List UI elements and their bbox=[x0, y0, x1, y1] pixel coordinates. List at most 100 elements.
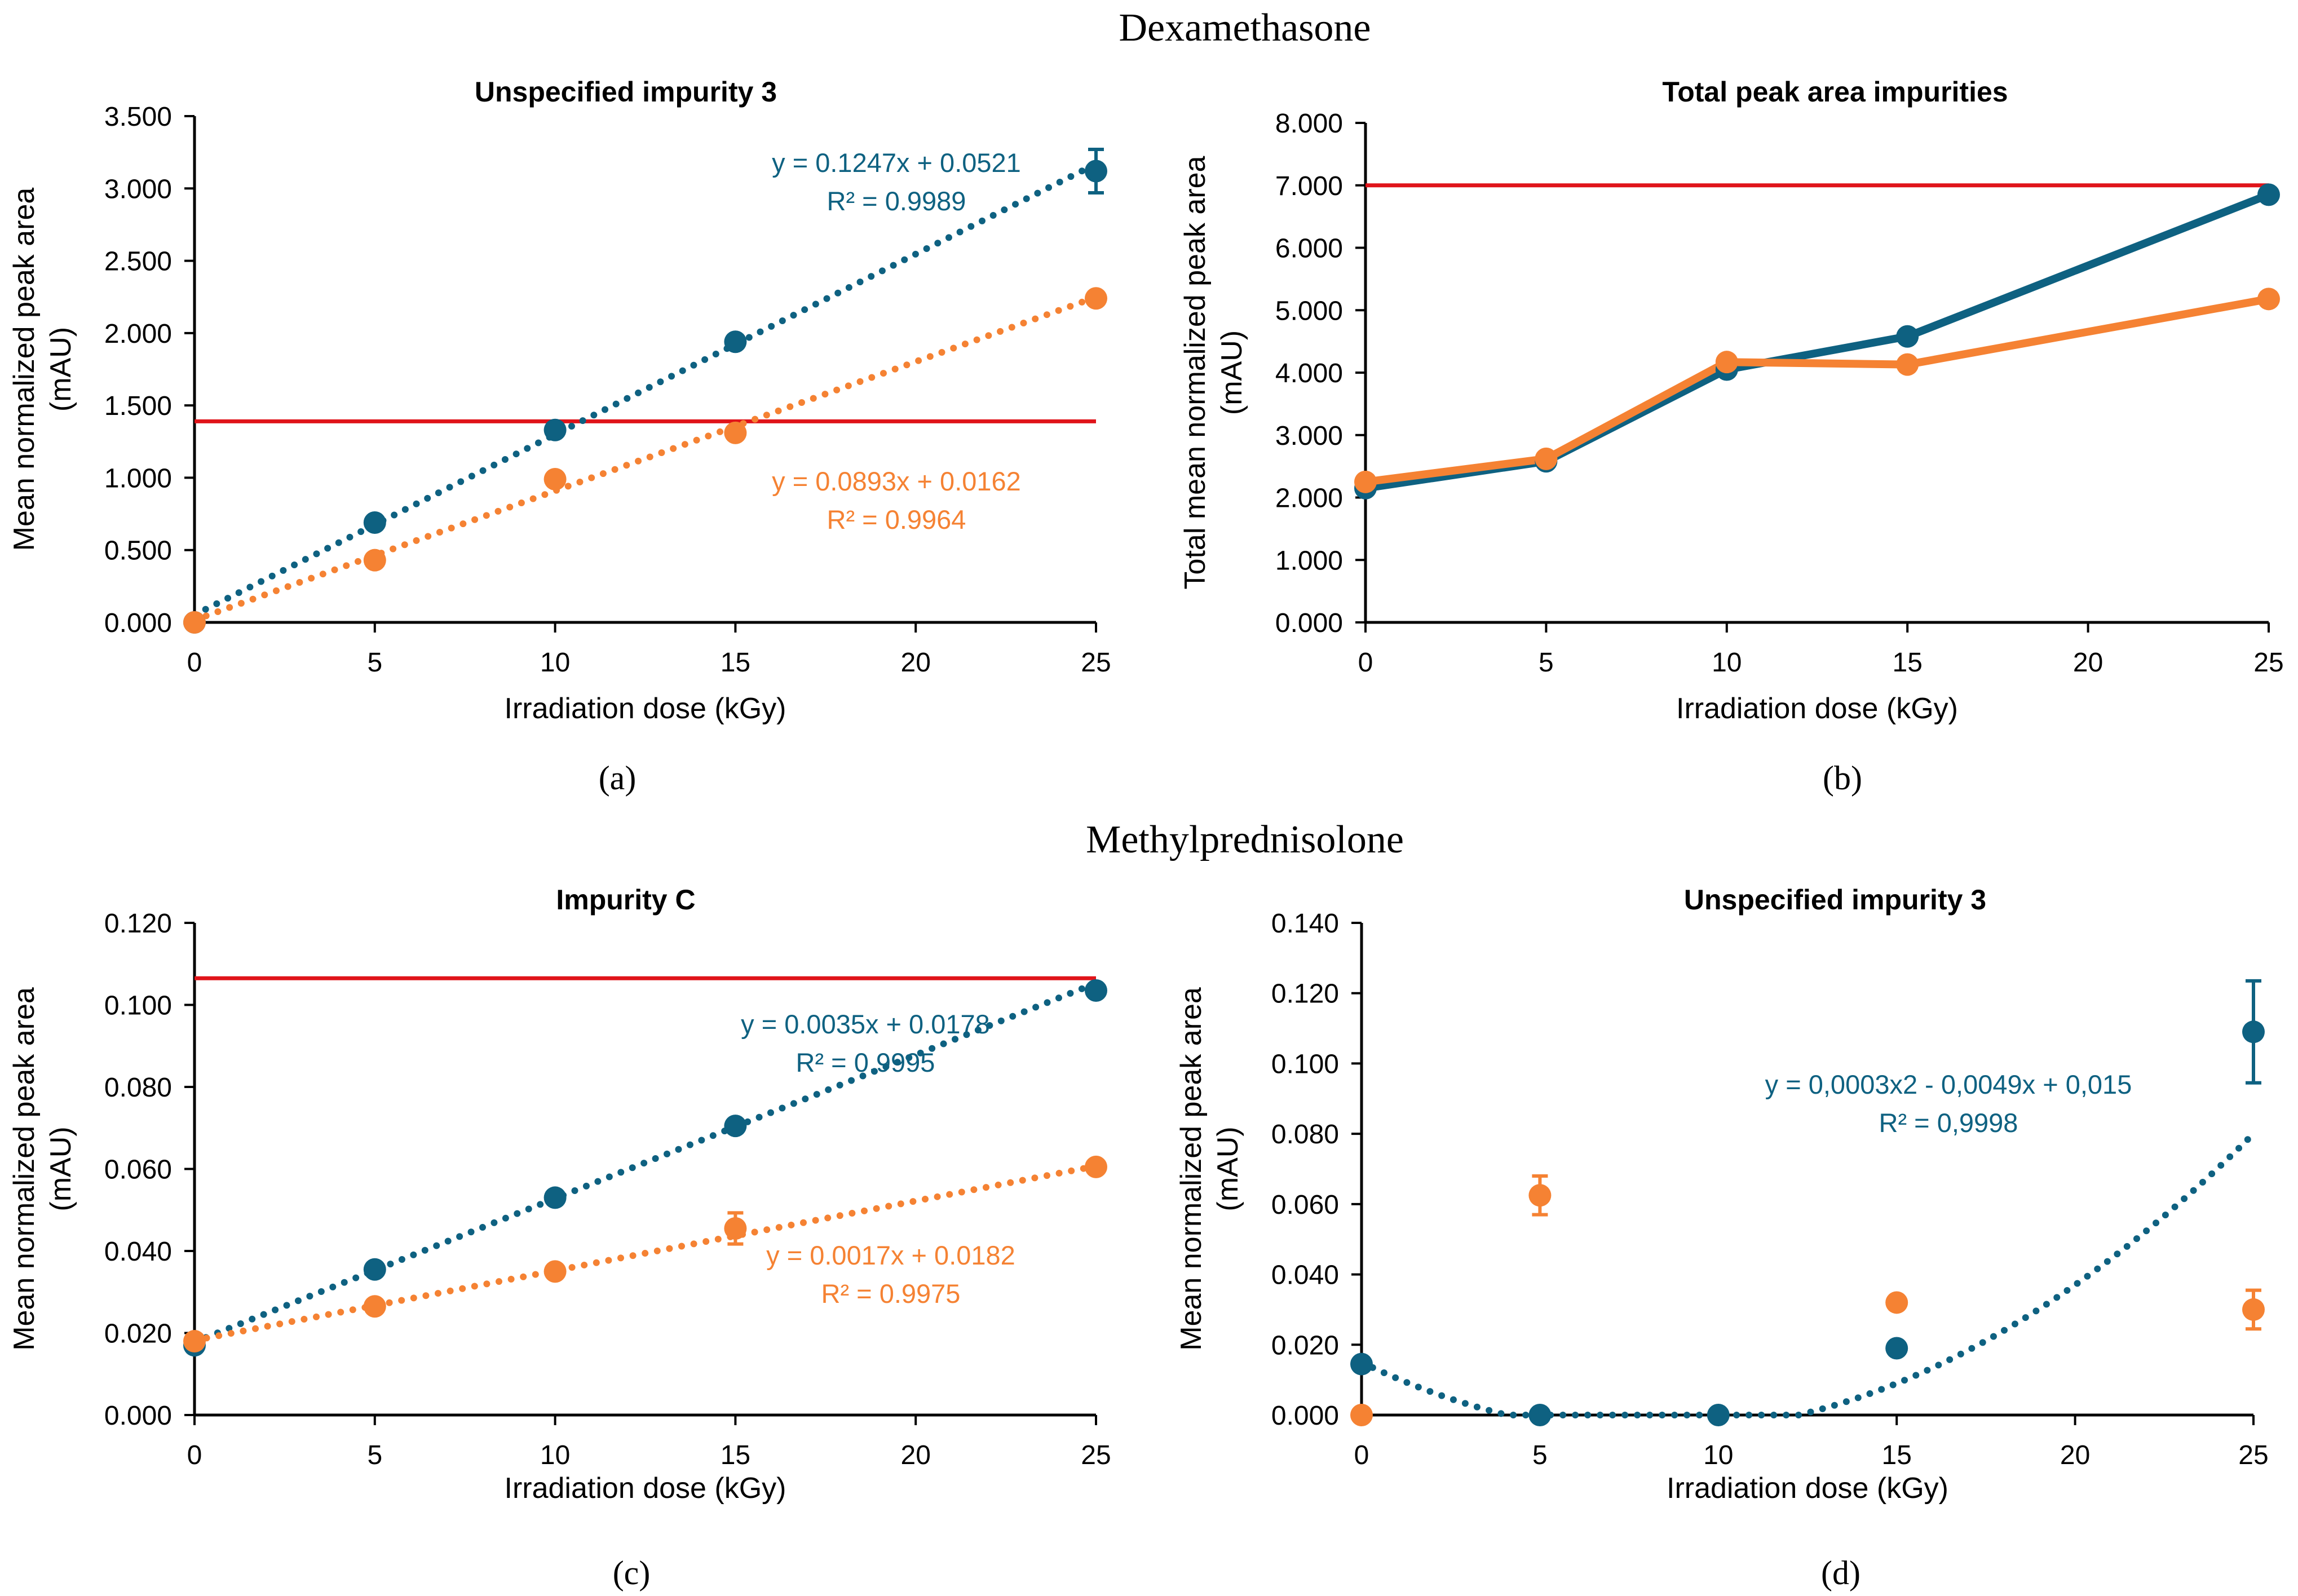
data-point-orange bbox=[543, 1260, 567, 1283]
chart-c: Impurity C 0.000 0.020 0.040 0.060 0.080 0.100… bbox=[8, 884, 1111, 1591]
y-tick-label: 1.000 bbox=[104, 463, 172, 493]
trendline-orange bbox=[191, 1162, 1099, 1344]
data-point-orange bbox=[183, 611, 206, 634]
y-axis-unit-label: (mAU) bbox=[1212, 1126, 1244, 1211]
y-tick-label: 3.000 bbox=[1275, 421, 1343, 451]
y-tick-label: 0.140 bbox=[1271, 909, 1339, 939]
y-tick-label: 1.000 bbox=[1275, 546, 1343, 576]
x-tick-label: 0 bbox=[187, 648, 202, 678]
panel-caption: (a) bbox=[599, 759, 637, 797]
y-tick-label: 7.000 bbox=[1275, 171, 1343, 201]
x-tick-label: 15 bbox=[1893, 648, 1923, 678]
y-tick-label: 0.100 bbox=[104, 991, 172, 1021]
data-point-blue bbox=[1707, 1404, 1730, 1426]
x-tick-label: 0 bbox=[1354, 1440, 1369, 1470]
chart-title: Total peak area impurities bbox=[1662, 76, 2008, 108]
x-tick-label: 20 bbox=[901, 1440, 931, 1470]
x-tick-label: 10 bbox=[1712, 648, 1742, 678]
y-axis-label: Total mean normalized peak area bbox=[1179, 156, 1212, 589]
x-axis-label: Irradiation dose (kGy) bbox=[1676, 692, 1958, 725]
chart-title: Unspecified impurity 3 bbox=[1684, 884, 1986, 916]
y-tick-label: 3.000 bbox=[104, 174, 172, 204]
data-point-orange bbox=[363, 549, 386, 572]
trendline-orange bbox=[191, 294, 1099, 624]
x-tick-label: 15 bbox=[721, 1440, 750, 1470]
data-point-blue bbox=[2257, 183, 2280, 206]
data-point-orange bbox=[1885, 1291, 1908, 1314]
trend-r2-orange: R² = 0.9975 bbox=[821, 1279, 961, 1308]
x-tick-label: 5 bbox=[1532, 1440, 1548, 1470]
section-title-dexamethasone: Dexamethasone bbox=[1119, 6, 1371, 50]
y-tick-label: 2.500 bbox=[104, 247, 172, 277]
x-tick-label: 0 bbox=[1358, 648, 1373, 678]
y-tick-label: 1.500 bbox=[104, 391, 172, 421]
data-point-blue bbox=[1528, 1404, 1552, 1426]
y-tick-label: 6.000 bbox=[1275, 234, 1343, 264]
data-point-blue bbox=[1085, 979, 1107, 1002]
x-tick-label: 5 bbox=[367, 648, 382, 678]
x-tick-label: 5 bbox=[1539, 648, 1554, 678]
y-axis-label: Mean normalized peak area bbox=[8, 188, 41, 551]
y-tick-label: 0.040 bbox=[104, 1237, 172, 1267]
data-point-blue bbox=[724, 1115, 747, 1138]
y-axis-unit-label: (mAU) bbox=[45, 327, 77, 412]
x-tick-label: 25 bbox=[1081, 648, 1111, 678]
y-tick-label: 0.000 bbox=[104, 608, 172, 638]
y-tick-label: 0.080 bbox=[104, 1073, 172, 1103]
y-tick-label: 5.000 bbox=[1275, 296, 1343, 326]
y-tick-label: 0.020 bbox=[104, 1319, 172, 1349]
chart-panels: Unspecified impurity 3 0.000 0.500 1.000 1.5… bbox=[8, 76, 2284, 1591]
y-tick-label: 0.040 bbox=[1271, 1261, 1339, 1290]
data-point-orange bbox=[1350, 1404, 1373, 1426]
x-axis-label: Irradiation dose (kGy) bbox=[505, 692, 786, 725]
data-point-blue bbox=[2242, 1020, 2265, 1044]
y-tick-label: 3.500 bbox=[104, 102, 172, 132]
chart-b: Total peak area impurities 0.000 1.000 2.00… bbox=[1179, 76, 2284, 797]
y-tick-label: 0.120 bbox=[1271, 979, 1339, 1009]
y-tick-label: 0.500 bbox=[104, 536, 172, 566]
trendline-blue bbox=[1358, 1130, 2257, 1418]
data-point-orange bbox=[2257, 288, 2280, 311]
x-tick-label: 0 bbox=[187, 1440, 202, 1470]
x-tick-label: 5 bbox=[367, 1440, 382, 1470]
data-point-orange bbox=[363, 1295, 386, 1318]
panel-caption: (d) bbox=[1821, 1554, 1861, 1591]
chart-title: Impurity C bbox=[556, 884, 695, 916]
data-point-blue bbox=[724, 330, 747, 353]
data-point-blue bbox=[1085, 160, 1107, 183]
x-tick-label: 10 bbox=[540, 1440, 570, 1470]
trend-equation-blue: y = 0,0003x2 - 0,0049x + 0,015 bbox=[1765, 1069, 2132, 1099]
y-tick-label: 4.000 bbox=[1275, 359, 1343, 388]
trend-equation-orange: y = 0.0017x + 0.0182 bbox=[766, 1240, 1015, 1270]
y-tick-label: 2.000 bbox=[1275, 484, 1343, 514]
trend-equation-blue: y = 0.0035x + 0.0178 bbox=[741, 1009, 990, 1039]
chart-a: Unspecified impurity 3 0.000 0.500 1.000 1.5… bbox=[8, 76, 1111, 797]
data-point-blue bbox=[1885, 1337, 1908, 1360]
x-tick-label: 20 bbox=[2073, 648, 2103, 678]
x-tick-label: 20 bbox=[2060, 1440, 2090, 1470]
y-tick-label: 0.060 bbox=[104, 1155, 172, 1185]
data-point-orange bbox=[1085, 287, 1107, 310]
x-axis-label: Irradiation dose (kGy) bbox=[505, 1472, 786, 1505]
y-tick-label: 0.000 bbox=[104, 1401, 172, 1431]
trend-r2-orange: R² = 0.9964 bbox=[827, 505, 966, 534]
y-tick-label: 8.000 bbox=[1275, 109, 1343, 139]
data-point-orange bbox=[1354, 470, 1377, 493]
trend-r2-blue: R² = 0.9995 bbox=[796, 1047, 935, 1077]
y-tick-label: 0.100 bbox=[1271, 1049, 1339, 1079]
trendline-blue bbox=[191, 979, 1099, 1346]
y-tick-label: 0.060 bbox=[1271, 1190, 1339, 1220]
x-tick-label: 25 bbox=[1081, 1440, 1111, 1470]
data-point-orange bbox=[724, 421, 747, 444]
data-point-blue bbox=[363, 1258, 386, 1281]
x-tick-label: 15 bbox=[1882, 1440, 1912, 1470]
data-point-orange bbox=[1528, 1184, 1552, 1207]
x-tick-label: 15 bbox=[721, 648, 750, 678]
data-point-orange bbox=[724, 1217, 747, 1240]
data-point-blue bbox=[363, 511, 386, 534]
x-axis-label: Irradiation dose (kGy) bbox=[1667, 1472, 1948, 1505]
x-tick-label: 10 bbox=[540, 648, 570, 678]
y-axis-unit-label: (mAU) bbox=[45, 1126, 77, 1211]
